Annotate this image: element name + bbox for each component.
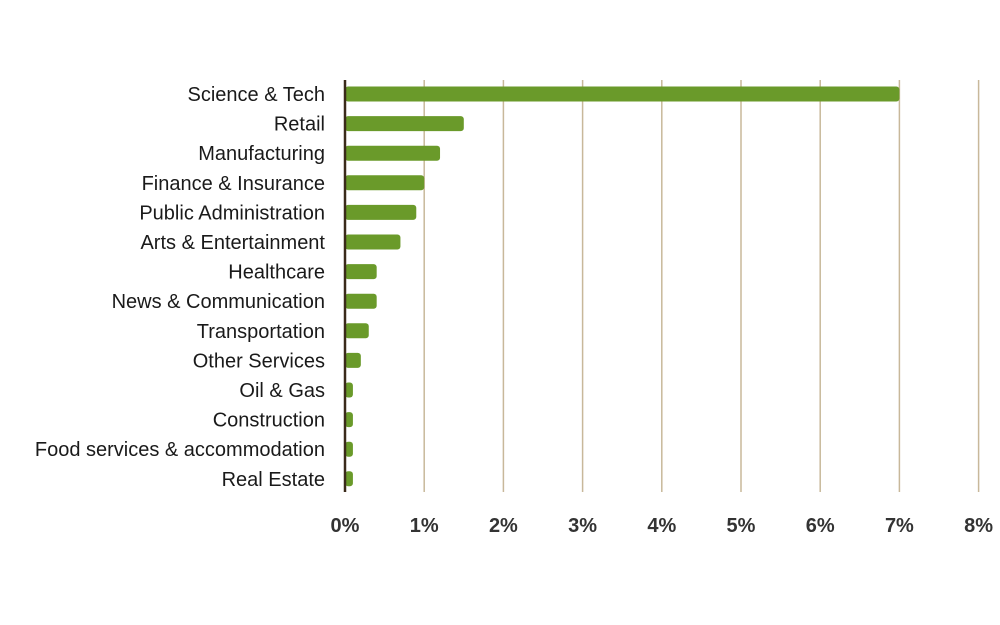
x-tick-label: 3% <box>568 515 597 537</box>
bar <box>345 471 353 487</box>
category-label: Construction <box>213 410 325 432</box>
bar <box>345 352 361 368</box>
x-tick-label: 4% <box>647 515 676 537</box>
x-tick-label: 1% <box>410 515 439 537</box>
category-label: Real Estate <box>222 469 325 491</box>
bar <box>345 86 900 102</box>
bar <box>345 412 353 428</box>
category-label: Other Services <box>193 350 325 372</box>
bar <box>345 116 464 132</box>
bar <box>345 323 369 339</box>
category-label: Finance & Insurance <box>142 173 325 195</box>
bar <box>345 175 425 191</box>
category-label: News & Communication <box>112 291 325 313</box>
x-tick-label: 5% <box>727 515 756 537</box>
category-label: Transportation <box>197 321 325 343</box>
bar <box>345 382 353 398</box>
bar <box>345 145 441 161</box>
category-label: Manufacturing <box>198 143 325 165</box>
category-label: Arts & Entertainment <box>140 232 325 254</box>
category-label: Science & Tech <box>188 84 326 106</box>
x-tick-label: 7% <box>885 515 914 537</box>
x-tick-label: 2% <box>489 515 518 537</box>
bar <box>345 234 401 250</box>
category-label: Food services & accommodation <box>35 439 325 461</box>
category-label: Public Administration <box>139 202 325 224</box>
gridlines <box>423 80 980 492</box>
bar <box>345 441 353 457</box>
bars <box>345 86 900 487</box>
category-label: Healthcare <box>228 262 325 284</box>
category-labels: Science & Tech Retail Manufacturing Finance… <box>35 84 326 491</box>
x-tick-label: 6% <box>806 515 835 537</box>
category-label: Oil & Gas <box>239 380 325 402</box>
bar <box>345 293 377 309</box>
category-label: Retail <box>274 114 325 136</box>
x-tick-label: 8% <box>964 515 993 537</box>
bar <box>345 204 417 220</box>
bar <box>345 264 377 280</box>
x-tick-label: 0% <box>331 515 360 537</box>
x-tick-labels: 0% 1% 2% 3% 4% 5% 6% 7% 8% <box>331 515 994 537</box>
